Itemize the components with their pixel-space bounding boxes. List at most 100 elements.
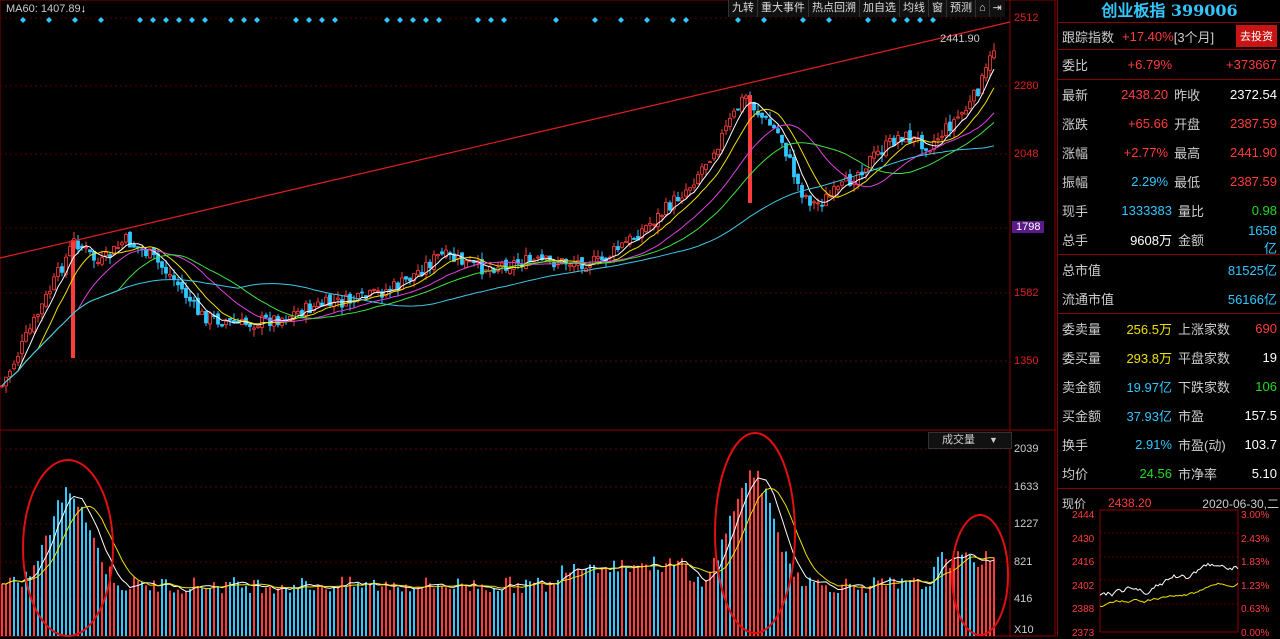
candle-body: [188, 296, 192, 302]
volume-bar: [61, 502, 63, 636]
volume-bar: [217, 586, 219, 636]
volume-bar: [849, 583, 851, 636]
volume-bar: [469, 590, 471, 636]
volume-bar: [725, 533, 727, 636]
candle-body: [84, 246, 88, 249]
volume-bar: [329, 591, 331, 636]
volume-bar: [357, 583, 359, 636]
volume-bar: [701, 586, 703, 636]
candle-body: [724, 125, 728, 132]
event-diamond-icon: [189, 17, 195, 23]
volume-bar: [573, 564, 575, 636]
volume-bar: [81, 506, 83, 636]
volume-bar: [781, 551, 783, 636]
candle-body: [704, 163, 708, 170]
add-watchlist-button[interactable]: 加自选: [859, 0, 899, 17]
candle-body: [544, 255, 548, 259]
candle-body: [40, 303, 44, 315]
candle-body: [644, 225, 648, 232]
volume-bar: [453, 588, 455, 636]
row-label: 买金额: [1062, 409, 1102, 424]
volume-indicator-dropdown[interactable]: 成交量 ▼: [928, 432, 1012, 449]
mini-price-tick: 2373: [1072, 627, 1095, 639]
volume-bar: [793, 576, 795, 636]
volume-bar: [369, 584, 371, 636]
event-diamond-icon: [488, 17, 494, 23]
candle-body: [540, 254, 544, 261]
ma-settings-button[interactable]: 均线: [899, 0, 928, 17]
volume-bar: [381, 586, 383, 636]
volume-bar: [505, 577, 507, 636]
home-icon[interactable]: ⌂: [975, 0, 989, 17]
candle-body: [824, 194, 828, 207]
forecast-button[interactable]: 预测: [946, 0, 975, 17]
candle-body: [708, 161, 712, 164]
invest-button[interactable]: 去投资: [1236, 25, 1277, 47]
candle-body: [656, 213, 660, 228]
volume-bar: [581, 570, 583, 636]
candle-body: [988, 55, 992, 71]
volume-bar: [489, 591, 491, 636]
candle-body: [804, 195, 808, 197]
price-tick: 1350: [1014, 355, 1039, 367]
volume-dropdown-label: 成交量: [942, 434, 976, 446]
candle-body: [0, 385, 4, 388]
row-label: 市净率: [1178, 467, 1218, 482]
volume-bar: [521, 592, 523, 636]
volume-bar: [769, 502, 771, 636]
volume-bar: [753, 477, 755, 636]
row-label: 开盘: [1174, 117, 1201, 132]
event-diamond-icon: [98, 17, 104, 23]
volume-bar: [761, 493, 763, 636]
volume-tick: 821: [1014, 556, 1033, 568]
volume-bar: [993, 557, 995, 636]
window-button[interactable]: 窗: [928, 0, 946, 17]
volume-bar: [421, 587, 423, 636]
volume-bar: [105, 574, 107, 636]
candle-body: [944, 123, 948, 136]
event-diamond-icon: [332, 17, 338, 23]
major-events-button[interactable]: 重大事件: [757, 0, 808, 17]
arrow-down-icon: ↓: [80, 3, 87, 15]
candle-body: [512, 260, 516, 270]
candle-body: [452, 253, 456, 262]
candle-body: [616, 246, 620, 250]
candle-body: [952, 119, 956, 132]
row-value: 1658亿: [1248, 222, 1277, 256]
candle-body: [872, 151, 876, 159]
candle-body: [676, 196, 680, 202]
volume-bar: [141, 581, 143, 636]
volume-bar: [21, 586, 23, 636]
candle-body: [728, 117, 732, 127]
volume-bar: [481, 584, 483, 636]
jiuzhuan-button[interactable]: 九转: [728, 0, 757, 17]
market-cap-label: 总市值: [1062, 263, 1102, 278]
hotspot-review-button[interactable]: 热点回溯: [808, 0, 859, 17]
table-row: 振幅 2.29% 最低 2387.59: [1058, 167, 1280, 196]
row-value: 2387.59: [1229, 116, 1277, 131]
candle-body: [160, 261, 164, 268]
volume-bar: [661, 571, 663, 636]
candle-body: [812, 201, 816, 204]
intraday-mini-chart[interactable]: [1058, 508, 1280, 637]
index-title: 创业板指 399006: [1058, 0, 1280, 23]
volume-bar: [145, 585, 147, 636]
market-cap-value: 81525亿: [1227, 263, 1277, 278]
expand-icon[interactable]: ⇥: [988, 0, 1005, 17]
candle-body: [44, 293, 48, 307]
row-value: 256.5万: [1126, 322, 1172, 337]
kline-chart-area[interactable]: MA60: 1407.89↓ 九转 重大事件 热点回溯 加自选 均线 窗 预测 …: [0, 0, 1056, 637]
candle-body: [940, 135, 944, 138]
candle-body: [888, 137, 892, 142]
candle-body: [876, 150, 880, 155]
candle-body: [180, 281, 184, 290]
event-diamond-icon: [800, 17, 806, 23]
candle-body: [736, 108, 740, 111]
table-row: 委买量 293.8万 平盘家数 19: [1058, 343, 1280, 372]
volume-bar: [657, 569, 659, 636]
weibi-pct: +6.79%: [1127, 57, 1172, 72]
annotation-circle: [951, 514, 1009, 636]
volume-tick: X10: [1014, 624, 1034, 636]
kline-chart[interactable]: [0, 0, 1056, 637]
volume-bar: [281, 584, 283, 636]
